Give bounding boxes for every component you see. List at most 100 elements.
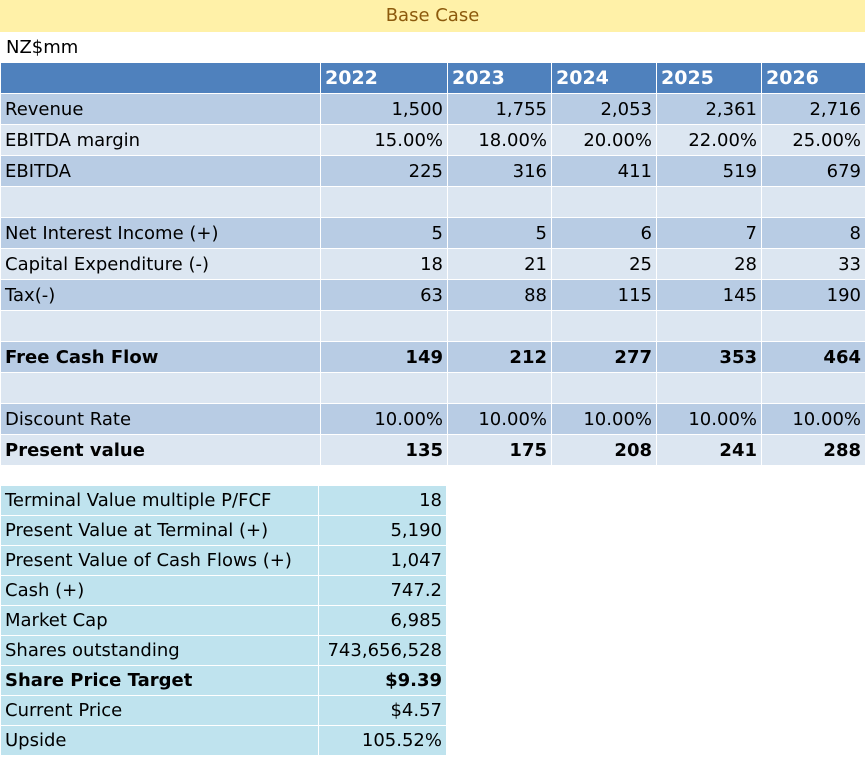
value-cell: 135 xyxy=(320,434,448,466)
summary-label: Current Price xyxy=(0,695,319,726)
year-header-row: 2022 2023 2024 2025 2026 xyxy=(0,62,866,94)
summary-value: 747.2 xyxy=(318,575,447,606)
summary-row: Present Value at Terminal (+) 5,190 xyxy=(0,515,447,546)
value-cell: 225 xyxy=(320,155,448,187)
summary-value: 105.52% xyxy=(318,725,447,756)
row-label: EBITDA xyxy=(0,155,321,187)
summary-label: Cash (+) xyxy=(0,575,319,606)
summary-row: Shares outstanding 743,656,528 xyxy=(0,635,447,666)
row-label: Free Cash Flow xyxy=(0,341,321,373)
table-row: EBITDA 225 316 411 519 679 xyxy=(0,155,866,187)
row-label: Net Interest Income (+) xyxy=(0,217,321,249)
value-cell xyxy=(320,372,448,404)
row-label: Discount Rate xyxy=(0,403,321,435)
summary-label: Present Value at Terminal (+) xyxy=(0,515,319,546)
summary-value: 743,656,528 xyxy=(318,635,447,666)
table-row: Capital Expenditure (-) 18 21 25 28 33 xyxy=(0,248,866,280)
summary-row: Current Price $4.57 xyxy=(0,695,447,726)
value-cell xyxy=(761,186,866,218)
summary-label: Present Value of Cash Flows (+) xyxy=(0,545,319,576)
value-cell: 10.00% xyxy=(447,403,552,435)
value-cell: 149 xyxy=(320,341,448,373)
value-cell xyxy=(551,186,657,218)
value-cell: 5 xyxy=(447,217,552,249)
table-row xyxy=(0,372,866,404)
value-cell: 6 xyxy=(551,217,657,249)
value-cell: 679 xyxy=(761,155,866,187)
table-row: EBITDA margin 15.00% 18.00% 20.00% 22.00% 25.… xyxy=(0,124,866,156)
value-cell: 353 xyxy=(656,341,762,373)
value-cell: 22.00% xyxy=(656,124,762,156)
value-cell: 2,361 xyxy=(656,93,762,125)
value-cell: 316 xyxy=(447,155,552,187)
value-cell: 15.00% xyxy=(320,124,448,156)
value-cell: 10.00% xyxy=(551,403,657,435)
row-label: Present value xyxy=(0,434,321,466)
row-label xyxy=(0,310,321,342)
value-cell: 18 xyxy=(320,248,448,280)
table-row: Free Cash Flow 149 212 277 353 464 xyxy=(0,341,866,373)
row-label: Tax(-) xyxy=(0,279,321,311)
header-label-cell xyxy=(0,62,321,94)
value-cell: 1,755 xyxy=(447,93,552,125)
value-cell: 21 xyxy=(447,248,552,280)
value-cell: 25 xyxy=(551,248,657,280)
scenario-title: Base Case xyxy=(0,0,865,32)
value-cell: 8 xyxy=(761,217,866,249)
value-cell: 411 xyxy=(551,155,657,187)
value-cell xyxy=(320,186,448,218)
value-cell: 18.00% xyxy=(447,124,552,156)
currency-unit-label: NZ$mm xyxy=(6,37,79,58)
value-cell xyxy=(656,186,762,218)
value-cell: 88 xyxy=(447,279,552,311)
table-row: Revenue 1,500 1,755 2,053 2,361 2,716 xyxy=(0,93,866,125)
value-cell: 10.00% xyxy=(761,403,866,435)
row-label xyxy=(0,186,321,218)
year-header: 2023 xyxy=(447,62,552,94)
year-header: 2024 xyxy=(551,62,657,94)
value-cell: 5 xyxy=(320,217,448,249)
value-cell xyxy=(551,310,657,342)
value-cell xyxy=(656,372,762,404)
value-cell: 2,716 xyxy=(761,93,866,125)
summary-row: Share Price Target $9.39 xyxy=(0,665,447,696)
summary-label: Share Price Target xyxy=(0,665,319,696)
value-cell: 10.00% xyxy=(320,403,448,435)
summary-row: Cash (+) 747.2 xyxy=(0,575,447,606)
summary-value: 1,047 xyxy=(318,545,447,576)
summary-row: Present Value of Cash Flows (+) 1,047 xyxy=(0,545,447,576)
value-cell: 190 xyxy=(761,279,866,311)
summary-value: $4.57 xyxy=(318,695,447,726)
value-cell: 212 xyxy=(447,341,552,373)
table-row: Net Interest Income (+) 5 5 6 7 8 xyxy=(0,217,866,249)
row-label: Revenue xyxy=(0,93,321,125)
value-cell xyxy=(761,372,866,404)
value-cell xyxy=(551,372,657,404)
summary-label: Market Cap xyxy=(0,605,319,636)
table-row xyxy=(0,310,866,342)
row-label xyxy=(0,372,321,404)
summary-value: 5,190 xyxy=(318,515,447,546)
value-cell: 10.00% xyxy=(656,403,762,435)
value-cell: 241 xyxy=(656,434,762,466)
value-cell: 63 xyxy=(320,279,448,311)
value-cell xyxy=(320,310,448,342)
year-header: 2022 xyxy=(320,62,448,94)
summary-row: Terminal Value multiple P/FCF 18 xyxy=(0,485,447,516)
valuation-summary-table: Terminal Value multiple P/FCF 18 Present V… xyxy=(0,485,447,756)
summary-value: 6,985 xyxy=(318,605,447,636)
value-cell xyxy=(447,186,552,218)
row-label: EBITDA margin xyxy=(0,124,321,156)
row-label: Capital Expenditure (-) xyxy=(0,248,321,280)
summary-label: Upside xyxy=(0,725,319,756)
value-cell xyxy=(447,310,552,342)
value-cell: 115 xyxy=(551,279,657,311)
value-cell: 145 xyxy=(656,279,762,311)
value-cell xyxy=(761,310,866,342)
summary-value: $9.39 xyxy=(318,665,447,696)
value-cell: 33 xyxy=(761,248,866,280)
table-row: Discount Rate 10.00% 10.00% 10.00% 10.00% 10.… xyxy=(0,403,866,435)
value-cell xyxy=(656,310,762,342)
table-row xyxy=(0,186,866,218)
value-cell: 175 xyxy=(447,434,552,466)
